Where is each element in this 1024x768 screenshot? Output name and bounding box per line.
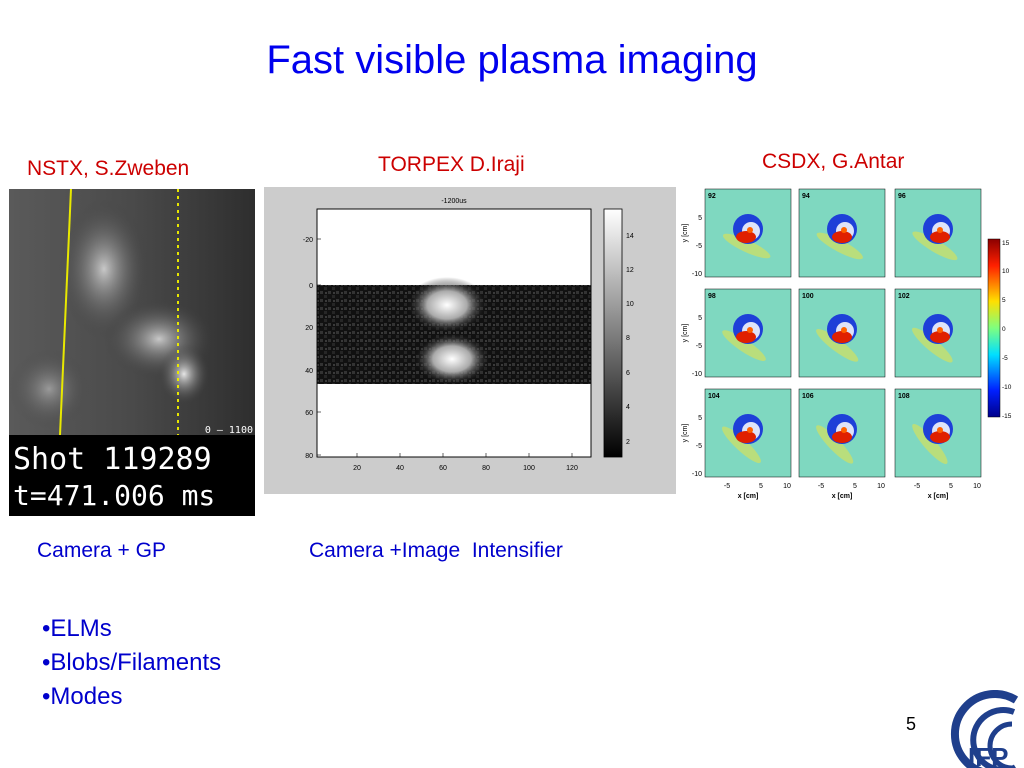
- csdx-frame-label: 96: [898, 193, 906, 200]
- page-number: 5: [906, 714, 917, 734]
- csdx-label: CSDX, G.Antar: [762, 150, 905, 173]
- csdx-y-tick-label: -10: [692, 271, 702, 278]
- torpex-colorbar-tick-label: 14: [626, 233, 634, 240]
- csdx-frame-label: 98: [708, 293, 716, 300]
- csdx-x-axis-label: x [cm]: [738, 493, 759, 500]
- csdx-y-tick-label: 5: [698, 215, 702, 222]
- csdx-y-tick-label: 5: [698, 415, 702, 422]
- torpex-y-tick-label: 40: [305, 368, 313, 375]
- csdx-y-tick-label: -10: [692, 471, 702, 478]
- bullet-item: •Modes: [42, 683, 123, 710]
- csdx-y-tick-label: -10: [692, 371, 702, 378]
- csdx-x-tick-label: 5: [759, 483, 763, 490]
- csdx-frame-label: 106: [802, 393, 814, 400]
- bullet-item: •ELMs: [42, 615, 112, 642]
- torpex-x-tick-label: 100: [523, 465, 535, 472]
- csdx-y-tick-label: 5: [698, 315, 702, 322]
- torpex-x-tick-label: 80: [482, 465, 490, 472]
- csdx-frame-panel: 94: [798, 188, 886, 278]
- csdx-colorbar-ticks: 15 10 5 0 -5 -10 -15: [1002, 240, 1012, 420]
- torpex-plot-title: -1200us: [441, 198, 467, 205]
- csdx-x-tick-label: 10: [973, 483, 981, 490]
- csdx-frame-label: 92: [708, 193, 716, 200]
- torpex-x-tick-label: 120: [566, 465, 578, 472]
- csdx-colorbar-tick-label: 5: [1002, 297, 1006, 304]
- torpex-y-tick-label: -20: [303, 237, 313, 244]
- csdx-x-tick-label: -5: [818, 483, 824, 490]
- csdx-x-tick-label: -5: [914, 483, 920, 490]
- slide-title: Fast visible plasma imaging: [266, 38, 758, 82]
- csdx-x-tick-label: 10: [783, 483, 791, 490]
- torpex-label: TORPEX D.Iraji: [378, 153, 525, 176]
- csdx-y-tick-label: -5: [696, 243, 702, 250]
- nstx-time-text: t=471.006 ms: [13, 479, 215, 512]
- csdx-frame-panel: 98: [704, 288, 792, 378]
- csdx-frame-label: 102: [898, 293, 910, 300]
- csdx-frame-panel: 92: [704, 188, 792, 278]
- csdx-x-tick-label: 5: [949, 483, 953, 490]
- csdx-colorbar-tick-label: 10: [1002, 268, 1010, 275]
- csdx-frame-label: 100: [802, 293, 814, 300]
- csdx-frame-panel: 104: [704, 388, 792, 478]
- torpex-y-tick-label: 0: [309, 283, 313, 290]
- torpex-x-tick-label: 20: [353, 465, 361, 472]
- nstx-range-text: 0 – 1100: [205, 425, 253, 436]
- torpex-colorbar-tick-label: 2: [626, 439, 630, 446]
- csdx-colorbar-tick-label: -5: [1002, 355, 1008, 362]
- torpex-colorbar-tick-label: 12: [626, 267, 634, 274]
- csdx-frame-label: 94: [802, 193, 810, 200]
- bullet-list: •ELMs •Blobs/Filaments •Modes: [42, 612, 221, 714]
- csdx-colorbar-tick-label: 0: [1002, 326, 1006, 333]
- ifp-logo: IFP: [951, 690, 1019, 768]
- csdx-x-tick-label: 10: [877, 483, 885, 490]
- csdx-colorbar: [987, 238, 1001, 418]
- csdx-frame-label: 104: [708, 393, 720, 400]
- csdx-x-axis-label: x [cm]: [928, 493, 949, 500]
- torpex-colorbar-tick-label: 4: [626, 404, 630, 411]
- torpex-plot: -1200us -20 0 20 40 60 80 20 40 60 80 100 120 14 12…: [264, 187, 676, 494]
- csdx-colorbar-tick-label: -10: [1002, 384, 1012, 391]
- csdx-y-tick-label: -5: [696, 343, 702, 350]
- csdx-y-tick-label: -5: [696, 443, 702, 450]
- torpex-x-tick-label: 60: [439, 465, 447, 472]
- csdx-x-tick-label: 5: [853, 483, 857, 490]
- csdx-frame-panel: 102: [894, 288, 982, 378]
- torpex-y-tick-label: 80: [305, 453, 313, 460]
- csdx-frame-panel: 106: [798, 388, 886, 478]
- torpex-x-axis: 20 40 60 80 100 120: [353, 453, 578, 472]
- csdx-frame-panel: 108: [894, 388, 982, 478]
- torpex-y-axis: -20 0 20 40 60 80: [303, 237, 321, 460]
- csdx-colorbar-tick-label: 15: [1002, 240, 1010, 247]
- nstx-label: NSTX, S.Zweben: [27, 157, 190, 180]
- torpex-colorbar-tick-label: 10: [626, 301, 634, 308]
- csdx-y-axis-label: y [cm]: [682, 324, 689, 343]
- csdx-frame-panel: 96: [894, 188, 982, 278]
- csdx-frame-panel: 100: [798, 288, 886, 378]
- csdx-x-axis-label: x [cm]: [832, 493, 853, 500]
- torpex-colorbar-ticks: 14 12 10 8 6 4 2: [626, 233, 634, 446]
- csdx-x-tick-label: -5: [724, 483, 730, 490]
- torpex-x-tick-label: 40: [396, 465, 404, 472]
- torpex-colorbar-tick-label: 8: [626, 335, 630, 342]
- csdx-frame-label: 108: [898, 393, 910, 400]
- torpex-colorbar-tick-label: 6: [626, 370, 630, 377]
- ifp-logo-text: IFP: [968, 742, 1008, 768]
- nstx-shot-text: Shot 119289: [13, 442, 212, 477]
- nstx-camera-image: 0 – 1100 Shot 119289 t=471.006 ms: [9, 189, 255, 516]
- torpex-y-tick-label: 60: [305, 410, 313, 417]
- bullet-item: •Blobs/Filaments: [42, 649, 222, 676]
- torpex-colorbar: [603, 208, 623, 458]
- csdx-colorbar-tick-label: -15: [1002, 413, 1012, 420]
- csdx-y-axis-label: y [cm]: [682, 224, 689, 243]
- torpex-caption: Camera +Image Intensifier: [309, 539, 563, 562]
- csdx-y-axis-label: y [cm]: [682, 424, 689, 443]
- nstx-caption: Camera + GP: [37, 539, 166, 562]
- torpex-y-tick-label: 20: [305, 325, 313, 332]
